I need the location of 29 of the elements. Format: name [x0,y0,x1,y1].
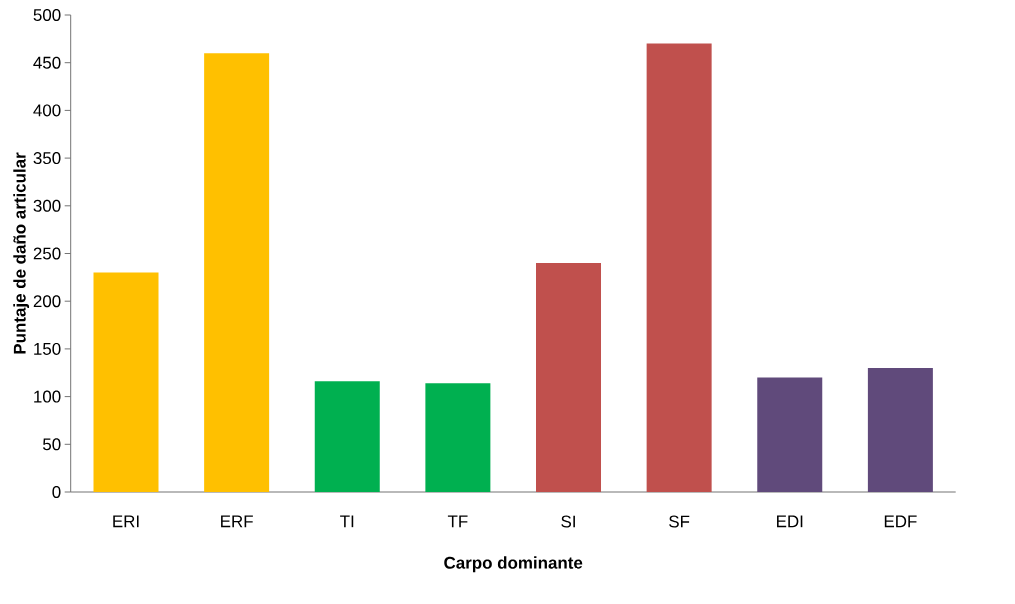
bar [867,367,933,492]
x-axis-title: Carpo dominante [444,556,583,573]
bar [314,381,380,492]
y-tick-label: 450 [33,56,61,69]
y-tick-label: 250 [33,247,61,260]
x-tick-label: SI [561,515,575,528]
x-tick-label: EDI [777,515,803,528]
x-tick-label: ERF [221,515,253,528]
x-tick-label: ERI [113,515,139,528]
y-tick-label: 300 [33,199,61,212]
x-tick-label: TF [447,515,468,528]
bar [204,53,270,492]
bar [646,43,712,492]
y-tick-label: 100 [34,390,61,403]
y-tick-label: 0 [52,486,61,498]
bar [425,383,491,492]
y-tick-label: 400 [33,104,61,117]
x-tick-label: SF [669,515,690,528]
y-tick-label: 500 [33,9,61,21]
y-tick-label: 200 [33,295,61,308]
bar [536,263,601,492]
y-tick-label: 150 [34,342,61,355]
x-tick-label: TI [340,515,354,528]
y-tick-label: 350 [33,152,61,165]
bar [757,377,823,492]
y-axis-title: Puntaje de daño articular [13,152,30,354]
x-tick-label: EDF [884,515,917,528]
bar [93,272,159,492]
y-tick-label: 50 [43,438,61,451]
